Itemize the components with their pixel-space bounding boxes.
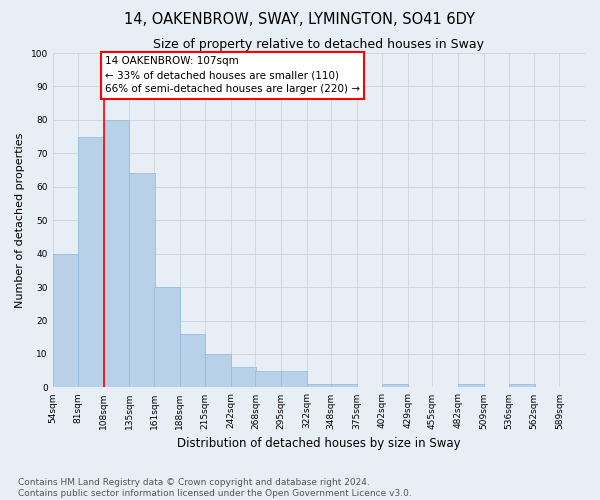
Bar (307, 384, 332, 388)
Bar (281, 370, 307, 388)
Text: 14 OAKENBROW: 107sqm
← 33% of detached houses are smaller (110)
66% of semi-deta: 14 OAKENBROW: 107sqm ← 33% of detached h… (105, 56, 360, 94)
Bar (331, 384, 357, 388)
Bar (382, 384, 408, 388)
Bar (509, 384, 535, 388)
Bar (53, 254, 78, 388)
Y-axis label: Number of detached properties: Number of detached properties (15, 132, 25, 308)
Text: 14, OAKENBROW, SWAY, LYMINGTON, SO41 6DY: 14, OAKENBROW, SWAY, LYMINGTON, SO41 6DY (125, 12, 476, 28)
Bar (458, 384, 484, 388)
Bar (130, 174, 155, 388)
X-axis label: Distribution of detached houses by size in Sway: Distribution of detached houses by size … (177, 437, 461, 450)
Bar (154, 287, 179, 388)
Bar (231, 368, 256, 388)
Bar (78, 136, 104, 388)
Bar (104, 120, 130, 388)
Text: Contains HM Land Registry data © Crown copyright and database right 2024.
Contai: Contains HM Land Registry data © Crown c… (18, 478, 412, 498)
Title: Size of property relative to detached houses in Sway: Size of property relative to detached ho… (154, 38, 484, 51)
Bar (256, 370, 281, 388)
Bar (205, 354, 231, 388)
Bar (179, 334, 205, 388)
